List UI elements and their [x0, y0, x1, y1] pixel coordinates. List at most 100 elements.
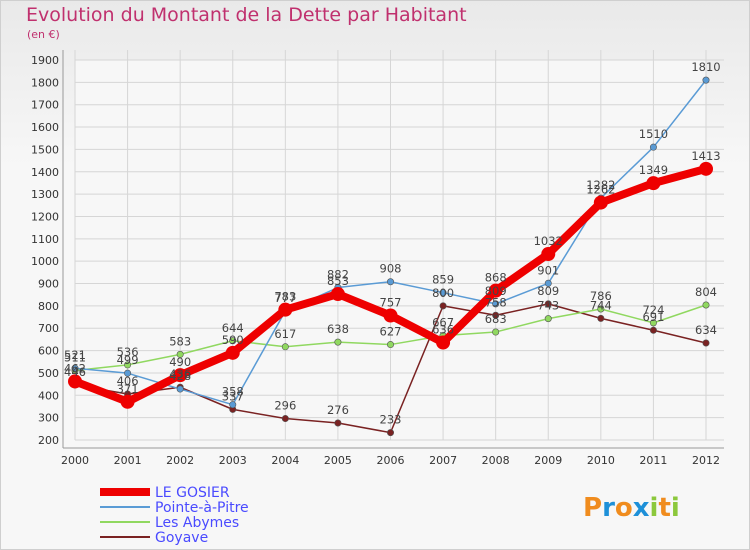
logo-letter: r	[602, 493, 615, 523]
data-point	[492, 311, 500, 319]
data-point	[68, 374, 82, 389]
data-point	[229, 401, 237, 409]
data-point	[281, 415, 289, 423]
data-label: 428	[169, 369, 191, 383]
axes	[62, 50, 724, 449]
data-point	[649, 143, 657, 151]
proxiti-logo: Proxiti	[583, 493, 680, 523]
data-point	[541, 247, 556, 262]
legend-entry: Les Abymes	[155, 515, 239, 531]
data-label: 667	[432, 316, 454, 330]
series-group	[68, 76, 713, 437]
x-tick-label: 2002	[166, 454, 194, 467]
data-point	[124, 361, 132, 369]
data-point	[176, 385, 184, 393]
x-tick-label: 2005	[324, 454, 352, 467]
y-tick-label: 400	[38, 389, 59, 402]
y-tick-label: 1800	[31, 76, 59, 89]
data-point	[597, 314, 605, 322]
data-label: 436	[169, 367, 191, 381]
data-label: 804	[695, 285, 717, 299]
x-tick-label: 2006	[377, 454, 405, 467]
data-label: 511	[64, 350, 86, 364]
data-label: 296	[274, 399, 296, 413]
data-point	[544, 315, 552, 323]
data-point	[330, 287, 345, 302]
data-point	[593, 195, 608, 210]
data-point	[386, 341, 394, 349]
data-point	[702, 301, 710, 309]
data-point	[176, 350, 184, 358]
data-label: 276	[327, 403, 349, 417]
data-label: 521	[64, 348, 86, 362]
chart-subtitle: (en €)	[27, 28, 60, 41]
data-label: 809	[485, 284, 507, 298]
legend-entry: Goyave	[155, 530, 208, 546]
legend-entry: Pointe-à-Pitre	[155, 500, 249, 516]
data-point	[544, 279, 552, 287]
data-point	[124, 369, 132, 377]
data-label: 786	[590, 289, 612, 303]
data-label: 462	[64, 361, 86, 375]
logo-letter: i	[671, 493, 680, 523]
logo-letter: t	[658, 493, 670, 523]
data-label: 636	[432, 323, 454, 337]
x-tick-label: 2001	[114, 454, 142, 467]
data-point	[702, 339, 710, 347]
data-label: 617	[274, 327, 296, 341]
y-tick-label: 1200	[31, 210, 59, 223]
x-tick-label: 2008	[482, 454, 510, 467]
data-label: 337	[222, 389, 244, 403]
x-tick-label: 2011	[639, 454, 667, 467]
data-point	[225, 345, 240, 360]
logo-text: Proxiti	[583, 493, 680, 523]
legend-entry: LE GOSIER	[155, 485, 230, 501]
data-point	[699, 161, 713, 176]
y-tick-label: 200	[38, 434, 59, 447]
data-label: 583	[169, 334, 191, 348]
data-label: 371	[117, 382, 139, 396]
data-label: 868	[485, 271, 507, 285]
data-point	[702, 76, 710, 84]
data-point	[386, 429, 394, 437]
y-tick-label: 1500	[31, 143, 59, 156]
data-label: 1413	[691, 149, 720, 163]
data-label: 744	[590, 298, 612, 312]
y-tick-label: 900	[38, 278, 59, 291]
data-point	[544, 300, 552, 308]
data-label: 859	[432, 273, 454, 287]
y-tick-label: 1400	[31, 166, 59, 179]
data-point	[436, 335, 451, 350]
data-label: 743	[537, 299, 559, 313]
y-axis-ticks: 200 300 400 500 600 700 800 900 1000 1100 1200 1300…	[31, 54, 59, 447]
y-tick-label: 1000	[31, 255, 59, 268]
data-labels: 462 371 490 590 783 853 757 636 868 1032 1262 1349 1…	[64, 60, 721, 427]
data-point	[439, 302, 447, 310]
data-label: 683	[485, 312, 507, 326]
logo-letter: o	[615, 493, 633, 523]
data-label: 536	[117, 345, 139, 359]
y-tick-label: 1300	[31, 188, 59, 201]
x-tick-label: 2007	[429, 454, 457, 467]
data-label: 853	[327, 274, 349, 288]
data-point	[383, 308, 398, 323]
data-label: 406	[117, 374, 139, 388]
x-tick-label: 2010	[587, 454, 615, 467]
data-label: 638	[327, 322, 349, 336]
y-tick-label: 1900	[31, 54, 59, 67]
y-tick-label: 500	[38, 367, 59, 380]
data-label: 1282	[586, 178, 615, 192]
data-label: 1349	[639, 163, 668, 177]
data-label: 233	[380, 413, 402, 427]
y-tick-label: 1700	[31, 99, 59, 112]
data-point	[597, 305, 605, 313]
data-label: 777	[274, 291, 296, 305]
y-tick-label: 800	[38, 300, 59, 313]
data-label: 499	[117, 353, 139, 367]
data-point	[281, 343, 289, 351]
x-tick-label: 2000	[61, 454, 89, 467]
logo-letter: x	[633, 493, 650, 523]
data-label: 1510	[639, 127, 668, 141]
